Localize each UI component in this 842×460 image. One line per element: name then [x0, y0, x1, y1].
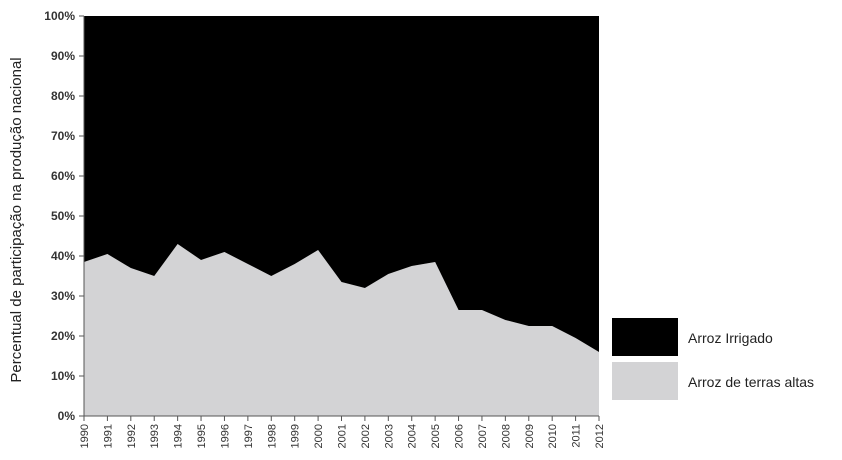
x-axis: 1990 1991 1992 1993 1994 1995 1996 1997 1998 1999… [79, 415, 606, 448]
y-tick-label: 0% [58, 409, 76, 423]
x-tick-label: 2003 [383, 424, 395, 448]
y-tick-label: 50% [51, 209, 75, 223]
x-tick-label: 2008 [500, 424, 512, 448]
x-tick-label: 2001 [337, 424, 349, 448]
plot-areas [84, 16, 599, 416]
y-tick-label: 100% [44, 9, 75, 23]
x-tick-label: 2000 [313, 424, 325, 448]
x-tick-label: 2006 [454, 424, 466, 448]
x-tick-label: 2002 [360, 424, 372, 448]
x-tick-label: 1998 [266, 424, 278, 448]
x-tick-label: 1993 [149, 424, 161, 448]
x-tick-label: 1999 [290, 424, 302, 448]
x-tick-label: 1991 [102, 424, 114, 448]
y-tick-label: 10% [51, 369, 75, 383]
x-tick-label: 2010 [547, 424, 559, 448]
y-tick-label: 70% [51, 129, 75, 143]
legend-swatch-arroz-de-terras-altas [612, 362, 678, 400]
y-tick-label: 20% [51, 329, 75, 343]
x-tick-label: 1995 [196, 424, 208, 448]
y-axis: 0% 10% 20% 30% 40% 50% 60% 70% 80% 90% 100% [44, 9, 85, 423]
y-tick-label: 80% [51, 89, 75, 103]
x-tick-label: 1997 [243, 424, 255, 448]
x-tick-label: 2012 [594, 424, 606, 448]
x-tick-label: 2005 [430, 424, 442, 448]
x-tick-label: 2011 [571, 424, 583, 448]
legend: Arroz Irrigado Arroz de terras altas [612, 318, 814, 400]
y-tick-label: 30% [51, 289, 75, 303]
x-tick-label: 1990 [79, 424, 91, 448]
x-tick-label: 1994 [173, 424, 185, 448]
area-series-arroz-de-terras-altas [84, 244, 599, 416]
legend-label-arroz-irrigado: Arroz Irrigado [688, 330, 773, 346]
area-series-arroz-irrigado [84, 16, 599, 352]
y-tick-label: 90% [51, 49, 75, 63]
x-tick-label: 1992 [126, 424, 138, 448]
y-axis-title: Percentual de participação na produção n… [8, 57, 25, 382]
legend-label-arroz-de-terras-altas: Arroz de terras altas [688, 374, 814, 390]
legend-swatch-arroz-irrigado [612, 318, 678, 356]
y-tick-label: 40% [51, 249, 75, 263]
x-tick-label: 2004 [407, 424, 419, 448]
x-tick-label: 2007 [477, 424, 489, 448]
x-tick-label: 1996 [219, 424, 231, 448]
x-tick-label: 2009 [524, 424, 536, 448]
y-tick-label: 60% [51, 169, 75, 183]
